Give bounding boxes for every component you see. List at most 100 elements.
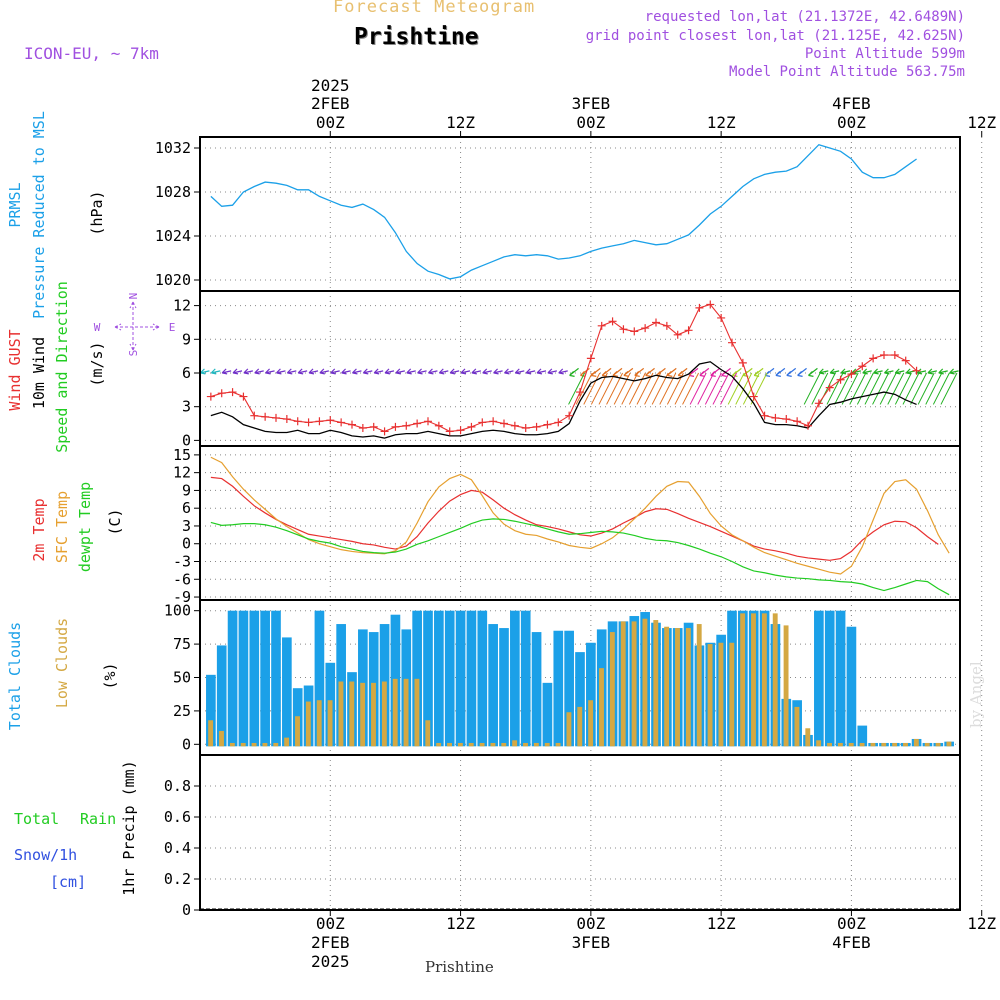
point-altitude: Point Altitude 599m (804, 46, 965, 62)
low-clouds-bar (870, 742, 876, 747)
watermark: by Angel (967, 661, 985, 728)
wind-hatch (590, 372, 608, 405)
low-clouds-bar (273, 742, 279, 747)
wind-gust-marker (695, 303, 704, 312)
y-tick-label: 3 (182, 398, 191, 416)
wind-gust-marker (261, 412, 270, 421)
wind-gust-marker (782, 415, 791, 424)
wind-direction-arrow (265, 368, 275, 375)
wind-direction-arrow (645, 367, 655, 377)
total-clouds-bar (575, 652, 585, 747)
wind-gust-marker (434, 421, 443, 430)
total-clouds-bar (423, 610, 433, 747)
requested-lonlat: requested lon,lat (21.1372E, 42.6489N) (644, 9, 965, 25)
wind-hatch (636, 372, 654, 405)
wind-gust-marker (272, 413, 280, 422)
bottom-time-label: 00Z (316, 914, 345, 933)
low-clouds-bar (924, 742, 930, 747)
low-clouds-bar (718, 642, 724, 747)
wind-gust-marker (456, 426, 465, 435)
wind-gust-marker (369, 422, 378, 431)
wind-hatch (849, 372, 867, 405)
wind-direction-arrow (840, 368, 851, 375)
low-clouds-bar (468, 742, 474, 747)
wind-hatch (841, 372, 859, 405)
wind-hatch (803, 372, 821, 405)
bottom-date-label: 2FEB (311, 933, 350, 952)
wind-gust-marker (478, 418, 487, 427)
pressure-label: Pressure Reduced to MSL (30, 111, 48, 319)
wind-gust-marker (402, 421, 411, 430)
wind-gust-marker (293, 417, 302, 426)
total-clouds-bar (520, 610, 531, 747)
low-clouds-bar (436, 742, 442, 747)
wind-direction-arrow (590, 367, 601, 377)
low-clouds-bar (544, 742, 550, 747)
wind-direction-arrow (210, 368, 221, 375)
compass-rose (114, 301, 160, 351)
wind-direction-arrow (753, 367, 764, 377)
y-tick-label: 9 (182, 330, 191, 348)
wind-direction-arrow (710, 367, 721, 377)
wind-gust-marker (728, 338, 736, 347)
low-clouds-bar (284, 737, 290, 747)
low-clouds-bar (794, 706, 800, 747)
low-clouds-bar (360, 682, 366, 747)
total-clouds-bar (227, 610, 238, 747)
total-clouds-bar (564, 630, 574, 747)
wind-gust-marker (565, 411, 574, 420)
low-clouds-bar (729, 642, 735, 747)
wind-direction-arrow (384, 368, 395, 375)
total-clouds-bar (488, 624, 498, 747)
wind-direction-arrow (797, 367, 807, 377)
wind-gust-marker (282, 415, 291, 424)
low-clouds-bar (327, 700, 333, 747)
wind-direction-arrow (949, 368, 959, 375)
total-clouds-bar (499, 628, 509, 747)
precip-total-label: Total (14, 810, 59, 828)
wind-gust-marker (489, 417, 498, 426)
wind-gust-marker (630, 327, 639, 336)
wind-gust-marker (380, 427, 389, 436)
wind-hatch (644, 372, 662, 405)
wind-gust-marker (304, 418, 313, 427)
low-clouds-bar (533, 742, 539, 747)
bottom-time-label: 12Z (446, 914, 475, 933)
bottom-date-label: 3FEB (572, 933, 611, 952)
wind-direction-arrow (308, 368, 319, 375)
wind-hatch (613, 372, 631, 405)
wind-gust-marker (847, 370, 856, 379)
top-date-label: 3FEB (572, 94, 611, 113)
wind-direction-arrow (808, 367, 818, 377)
low-clouds-bar (805, 728, 811, 747)
y-tick-label: 6 (182, 364, 191, 382)
low-clouds-bar (696, 624, 702, 747)
wind-direction-arrow (200, 368, 210, 375)
wind-direction-arrow (373, 368, 384, 375)
low-clouds-bar (740, 613, 746, 747)
bottom-time-label: 00Z (576, 914, 605, 933)
low-clouds-bar (827, 742, 832, 747)
total-clouds-bar (477, 610, 488, 747)
y-tick-label: 9 (182, 481, 191, 499)
wind-gust-marker (239, 392, 248, 401)
wind-gust-marker (543, 420, 552, 429)
precip-unit: 1hr Precip (mm) (120, 760, 138, 895)
total-clouds-label: Total Clouds (6, 622, 24, 730)
low-clouds-bar (783, 625, 789, 747)
wind-direction-arrow (254, 368, 264, 375)
low-clouds-bar (316, 700, 322, 747)
low-clouds-bar (935, 742, 941, 747)
wind-gust-marker (912, 366, 921, 375)
total-clouds-bar (271, 610, 281, 747)
low-clouds-bar (837, 742, 843, 747)
low-clouds-bar (447, 742, 452, 747)
precip-snow-label: Snow/1h (14, 846, 77, 864)
wind-gust-marker (500, 419, 508, 428)
wind-hatch (651, 372, 669, 405)
wind-gust-marker (597, 321, 606, 330)
wind-gust-marker (554, 418, 563, 427)
wind-direction-arrow (395, 368, 405, 375)
wind-direction-arrow (525, 368, 536, 375)
precip-rain-label: Rain (80, 810, 116, 828)
